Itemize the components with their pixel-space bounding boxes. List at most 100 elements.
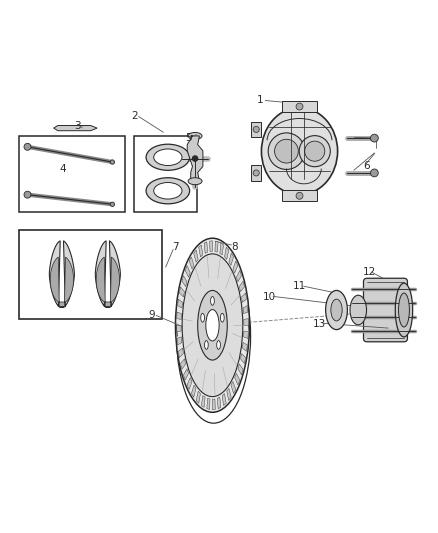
Circle shape [24,191,31,198]
Text: 11: 11 [293,281,306,291]
Circle shape [371,134,378,142]
Polygon shape [177,325,181,332]
Polygon shape [227,389,231,400]
Polygon shape [182,276,187,287]
Circle shape [110,202,115,206]
Circle shape [371,169,378,177]
Polygon shape [189,257,194,269]
Circle shape [299,135,330,167]
Polygon shape [194,250,198,262]
Polygon shape [220,243,223,255]
Polygon shape [201,395,205,407]
Polygon shape [177,312,181,319]
Ellipse shape [206,310,219,341]
Polygon shape [184,369,189,380]
Bar [134,136,197,212]
Ellipse shape [331,299,342,321]
FancyBboxPatch shape [364,278,407,342]
Polygon shape [241,293,247,302]
Polygon shape [229,253,233,265]
Polygon shape [49,241,74,308]
Polygon shape [204,242,208,253]
Ellipse shape [154,149,182,166]
Text: 8: 8 [231,242,237,252]
Polygon shape [191,385,196,397]
Circle shape [305,141,325,161]
Polygon shape [238,364,243,375]
Polygon shape [212,399,215,410]
Polygon shape [244,319,248,325]
Text: 12: 12 [363,266,376,277]
Circle shape [253,126,259,133]
Text: 4: 4 [59,164,66,174]
Ellipse shape [399,293,410,327]
Circle shape [253,170,259,176]
Circle shape [110,160,115,164]
Text: 6: 6 [364,161,370,172]
Ellipse shape [261,108,338,195]
Ellipse shape [201,313,205,322]
Circle shape [296,192,303,199]
Ellipse shape [350,295,367,325]
Ellipse shape [217,341,220,349]
Text: 7: 7 [172,242,179,252]
Polygon shape [187,136,203,181]
Text: 3: 3 [74,122,81,131]
Polygon shape [244,331,248,338]
Polygon shape [235,373,240,385]
Bar [19,136,125,212]
Polygon shape [96,257,120,306]
Bar [282,190,317,201]
Bar [251,122,261,137]
Ellipse shape [205,341,208,349]
Ellipse shape [146,144,190,171]
Polygon shape [237,270,241,282]
Polygon shape [177,337,182,345]
Polygon shape [177,299,183,308]
Circle shape [24,143,31,150]
Polygon shape [179,287,184,297]
Polygon shape [243,305,248,314]
Polygon shape [178,348,184,358]
Polygon shape [225,247,229,260]
Polygon shape [185,265,190,277]
Polygon shape [95,241,120,308]
Polygon shape [187,377,192,390]
Ellipse shape [176,238,250,413]
Text: 2: 2 [131,111,138,122]
Text: 9: 9 [148,310,155,320]
Polygon shape [215,241,218,252]
Polygon shape [207,398,210,409]
Ellipse shape [154,182,182,199]
Polygon shape [239,281,244,292]
Polygon shape [196,391,201,403]
Polygon shape [53,125,97,131]
Polygon shape [50,257,74,306]
Text: 10: 10 [262,292,276,302]
Text: 5: 5 [185,133,192,143]
Ellipse shape [182,254,243,397]
Ellipse shape [198,290,227,360]
Circle shape [275,139,298,163]
Text: 13: 13 [312,319,326,329]
Bar [251,165,261,181]
Polygon shape [217,397,221,409]
Polygon shape [240,353,246,364]
Polygon shape [231,382,236,393]
Bar [282,101,317,112]
Polygon shape [180,359,186,369]
Polygon shape [199,245,203,257]
Text: 1: 1 [257,95,264,105]
Ellipse shape [188,133,202,140]
Circle shape [268,133,305,169]
Ellipse shape [146,177,190,204]
Circle shape [192,156,198,161]
Ellipse shape [188,177,202,184]
Polygon shape [242,343,247,351]
Polygon shape [210,241,212,252]
Ellipse shape [211,296,214,305]
Polygon shape [233,261,238,273]
Polygon shape [222,393,226,406]
Bar [19,230,162,319]
Ellipse shape [395,283,413,337]
